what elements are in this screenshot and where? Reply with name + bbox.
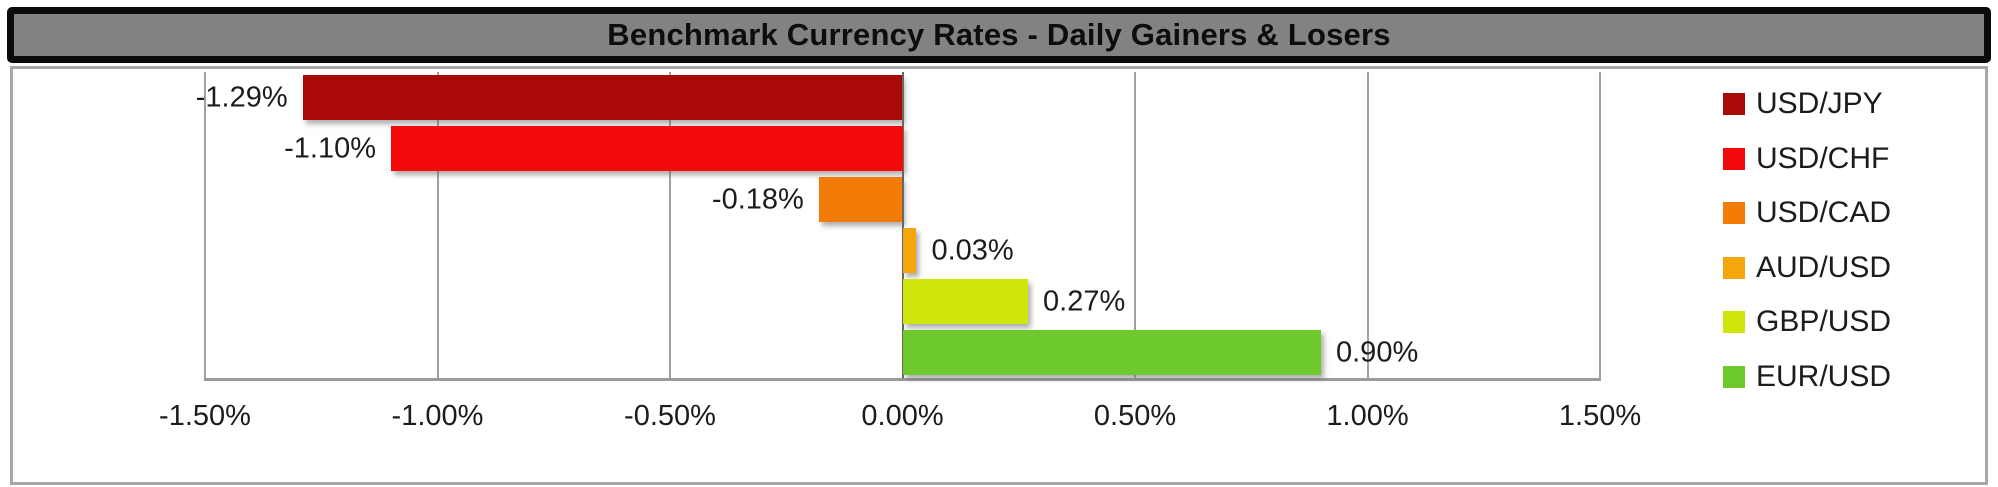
value-label-gbp-usd: 0.27% xyxy=(1043,285,1126,317)
gridline xyxy=(436,72,439,378)
legend-swatch-gbp-usd xyxy=(1723,311,1745,334)
value-label-usd-chf: -1.10% xyxy=(284,132,376,164)
bar-gbp-usd xyxy=(902,279,1029,324)
chart-plot-container xyxy=(10,66,1988,485)
legend-item-usd-jpy: USD/JPY xyxy=(1723,87,1883,120)
legend-swatch-usd-chf xyxy=(1723,147,1745,170)
legend-swatch-eur-usd xyxy=(1723,366,1745,388)
value-label-aud-usd: 0.03% xyxy=(931,234,1014,266)
gridline xyxy=(1599,72,1601,378)
gridline xyxy=(204,72,206,378)
zero-gridline xyxy=(901,72,904,378)
x-tick-label: -1.00% xyxy=(391,400,484,432)
bar-usd-jpy xyxy=(302,75,903,120)
value-label-eur-usd: 0.90% xyxy=(1336,336,1419,368)
legend-item-usd-chf: USD/CHF xyxy=(1723,141,1890,175)
legend-label-usd-cad: USD/CAD xyxy=(1756,196,1892,230)
bar-eur-usd xyxy=(902,330,1321,375)
chart-title-bar: Benchmark Currency Rates - Daily Gainers… xyxy=(7,7,1991,63)
x-tick-label: -0.50% xyxy=(624,400,716,432)
legend-swatch-usd-jpy xyxy=(1723,93,1745,115)
chart-title: Benchmark Currency Rates - Daily Gainers… xyxy=(607,17,1391,52)
gridline xyxy=(1134,72,1136,378)
value-label-usd-jpy: -1.29% xyxy=(195,81,288,113)
x-tick-label: 1.00% xyxy=(1326,400,1409,432)
x-axis-line xyxy=(204,378,1601,381)
gridline xyxy=(669,72,671,378)
x-tick-label: 0.00% xyxy=(861,400,944,432)
bar-aud-usd xyxy=(902,228,917,273)
legend-label-eur-usd: EUR/USD xyxy=(1756,360,1892,393)
x-tick-label: 1.50% xyxy=(1558,400,1642,432)
legend-item-gbp-usd: GBP/USD xyxy=(1723,305,1892,339)
legend-item-eur-usd: EUR/USD xyxy=(1723,360,1892,393)
legend-swatch-aud-usd xyxy=(1723,256,1745,279)
bar-usd-chf xyxy=(391,126,903,171)
legend-item-aud-usd: AUD/USD xyxy=(1723,250,1892,284)
legend-label-usd-jpy: USD/JPY xyxy=(1756,87,1883,120)
legend-label-gbp-usd: GBP/USD xyxy=(1756,305,1892,339)
x-tick-label: -1.50% xyxy=(159,400,251,432)
legend-item-usd-cad: USD/CAD xyxy=(1723,196,1892,230)
bar-usd-cad xyxy=(818,177,903,222)
legend-swatch-usd-cad xyxy=(1723,202,1745,225)
value-label-usd-cad: -0.18% xyxy=(711,183,804,215)
gridline xyxy=(1366,72,1369,378)
legend-label-aud-usd: AUD/USD xyxy=(1756,250,1892,284)
legend-label-usd-chf: USD/CHF xyxy=(1756,141,1890,175)
x-tick-label: 0.50% xyxy=(1093,400,1177,432)
